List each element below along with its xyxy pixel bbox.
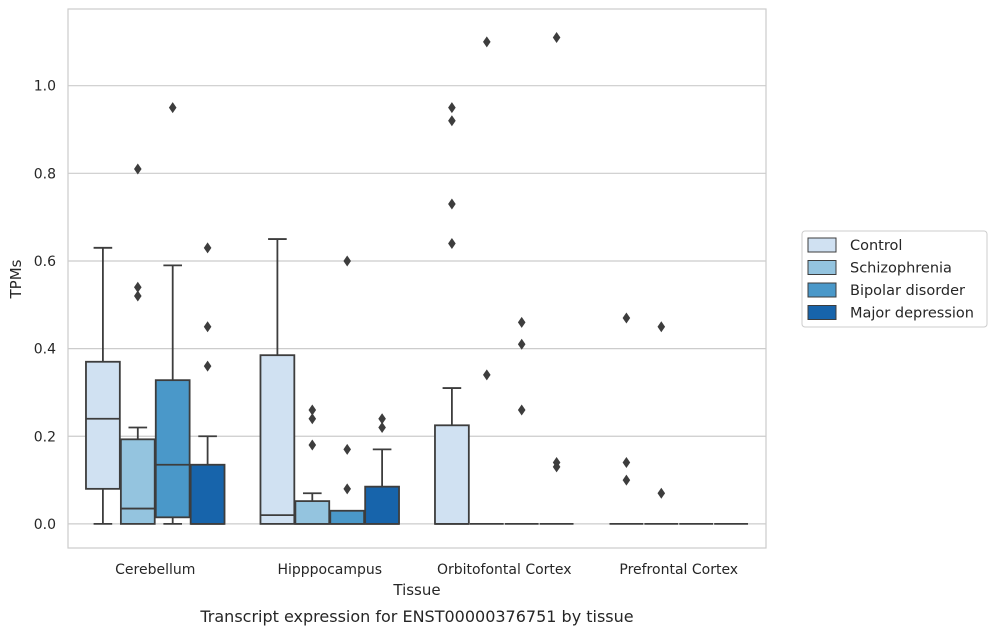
box-body xyxy=(434,424,470,525)
outlier-point xyxy=(308,439,317,451)
legend-swatch xyxy=(807,305,837,320)
outlier-point xyxy=(448,102,456,114)
outlier-point xyxy=(622,457,631,469)
outlier-point xyxy=(657,487,666,499)
box-major-depression xyxy=(364,413,400,525)
plot-frame xyxy=(67,8,767,549)
outlier-point xyxy=(552,457,561,469)
outlier-point xyxy=(483,36,491,48)
box-schizophrenia xyxy=(294,404,331,525)
outlier-point xyxy=(448,198,456,210)
outlier-point xyxy=(622,474,631,486)
outlier-point xyxy=(448,237,456,249)
box-body xyxy=(189,463,226,525)
outlier-point xyxy=(134,290,142,302)
y-tick-label: 0.4 xyxy=(34,342,56,358)
legend-label: Control xyxy=(850,238,902,254)
y-tick-label: 1.0 xyxy=(34,79,56,95)
outlier-point xyxy=(657,321,666,333)
x-axis-label: Tissue xyxy=(392,581,440,599)
box-control xyxy=(259,238,296,525)
box-body xyxy=(329,509,366,525)
outlier-point xyxy=(552,31,561,43)
y-tick-label: 0.6 xyxy=(34,254,56,270)
legend-frame xyxy=(801,230,988,328)
outlier-point xyxy=(517,404,526,416)
outlier-point xyxy=(168,102,177,114)
outlier-point xyxy=(308,413,317,425)
outlier-point xyxy=(517,316,526,328)
outlier-point xyxy=(483,369,491,381)
outlier-point xyxy=(343,255,351,267)
box-body xyxy=(119,438,156,525)
outlier-point xyxy=(343,483,351,495)
box-body xyxy=(154,379,191,519)
outlier-point xyxy=(308,404,317,416)
legend-label: Major depression xyxy=(850,306,974,322)
y-tick-label: 0.0 xyxy=(34,517,56,533)
legend-swatch xyxy=(807,260,837,275)
legend-label: Schizophrenia xyxy=(850,261,952,277)
chart-caption: Transcript expression for ENST0000037675… xyxy=(199,607,633,626)
box-body xyxy=(85,360,121,490)
box-major-depression xyxy=(539,31,574,525)
box-body xyxy=(364,485,400,525)
outlier-point xyxy=(378,421,386,433)
box-bipolar-disorder xyxy=(329,255,366,525)
outlier-point xyxy=(622,312,631,324)
outlier-point xyxy=(203,360,212,372)
legend-label: Bipolar disorder xyxy=(850,283,965,299)
y-tick-labels: 0.0 0.2 0.4 0.6 0.8 1.0 xyxy=(34,79,56,533)
box-major-depression xyxy=(189,242,226,525)
box-schizophrenia xyxy=(469,36,504,525)
box-control xyxy=(609,312,644,525)
box-schizophrenia xyxy=(644,321,679,525)
x-tick-label: Cerebellum xyxy=(115,562,195,578)
y-tick-label: 0.2 xyxy=(34,429,56,445)
y-axis-label: TPMs xyxy=(7,259,25,299)
box-bipolar-disorder xyxy=(504,316,539,525)
outlier-point xyxy=(448,115,456,127)
box-body xyxy=(294,500,331,525)
outlier-point xyxy=(203,242,212,254)
legend-swatch xyxy=(807,282,837,298)
box-body xyxy=(259,354,296,525)
x-tick-labels: Cerebellum Hipppocampus Orbitofontal Corte… xyxy=(115,562,738,578)
x-tick-label: Prefrontal Cortex xyxy=(619,562,738,578)
legend-swatch xyxy=(807,237,837,253)
x-tick-label: Orbitofontal Cortex xyxy=(437,562,572,578)
outlier-point xyxy=(517,338,526,350)
boxes-layer xyxy=(85,31,749,525)
box-control xyxy=(434,102,470,525)
box-control xyxy=(85,246,121,525)
y-tick-label: 0.8 xyxy=(34,166,56,182)
x-tick-label: Hipppocampus xyxy=(277,562,382,578)
outlier-point xyxy=(378,413,386,425)
box-schizophrenia xyxy=(119,163,156,525)
outlier-point xyxy=(203,321,212,333)
outlier-point xyxy=(134,163,142,175)
box-bipolar-disorder xyxy=(154,102,191,525)
legend: Control Schizophrenia Bipolar disorder Majo… xyxy=(801,230,988,328)
outlier-point xyxy=(134,281,142,293)
outlier-point xyxy=(343,443,351,455)
